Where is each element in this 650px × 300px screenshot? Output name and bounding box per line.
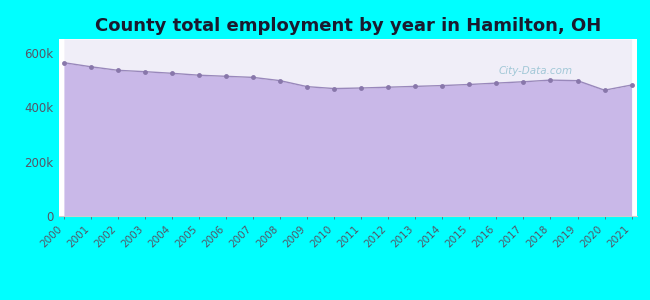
Title: County total employment by year in Hamilton, OH: County total employment by year in Hamil…	[95, 17, 601, 35]
Text: City-Data.com: City-Data.com	[498, 66, 572, 76]
